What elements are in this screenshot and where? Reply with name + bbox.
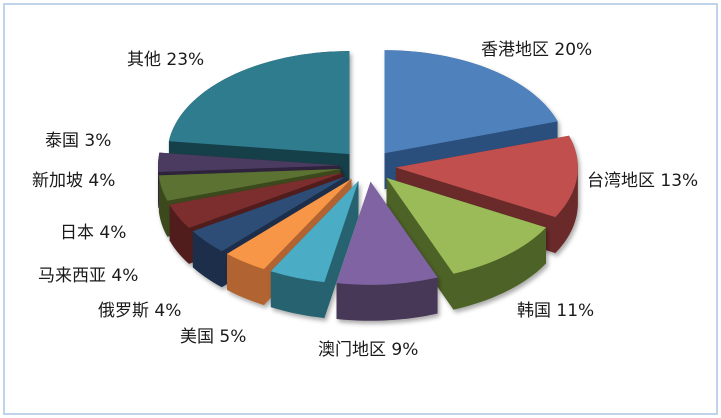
- slice-label-hong-kong: 香港地区 20%: [481, 40, 593, 60]
- slice-label-south-korea: 韩国 11%: [517, 301, 595, 321]
- slice-label-thailand: 泰国 3%: [45, 131, 112, 151]
- slice-label-singapore: 新加坡 4%: [32, 171, 116, 191]
- slice-label-taiwan: 台湾地区 13%: [587, 171, 699, 191]
- pie-slice-group-others: [168, 51, 350, 191]
- pie-slice-taiwan[interactable]: [395, 135, 578, 218]
- pie-slice-group-macau: [336, 181, 438, 321]
- pie-slice-thailand[interactable]: [158, 152, 340, 172]
- slice-label-malaysia: 马来西亚 4%: [38, 266, 139, 286]
- pie-slice-usa[interactable]: [270, 180, 359, 283]
- pie-slice-others[interactable]: [168, 51, 350, 155]
- pie-slice-hong-kong[interactable]: [384, 50, 558, 154]
- pie-slices: [158, 50, 578, 321]
- slice-label-macau: 澳门地区 9%: [318, 340, 419, 360]
- pie-slice-singapore[interactable]: [158, 169, 341, 201]
- pie-slice-group-russia: [227, 178, 352, 306]
- slice-label-japan: 日本 4%: [60, 223, 127, 243]
- pie-slice-japan[interactable]: [169, 172, 343, 228]
- slice-label-usa: 美国 5%: [180, 327, 247, 347]
- pie-slice-group-south-korea: [386, 177, 547, 310]
- pie-slice-malaysia[interactable]: [192, 176, 347, 252]
- slice-label-russia: 俄罗斯 4%: [98, 301, 182, 321]
- slice-label-others: 其他 23%: [127, 50, 205, 70]
- pie-slice-south-korea[interactable]: [386, 177, 547, 274]
- pie-slice-russia[interactable]: [227, 178, 352, 270]
- pie-slice-macau[interactable]: [336, 181, 438, 285]
- pie-slice-group-usa: [270, 180, 359, 319]
